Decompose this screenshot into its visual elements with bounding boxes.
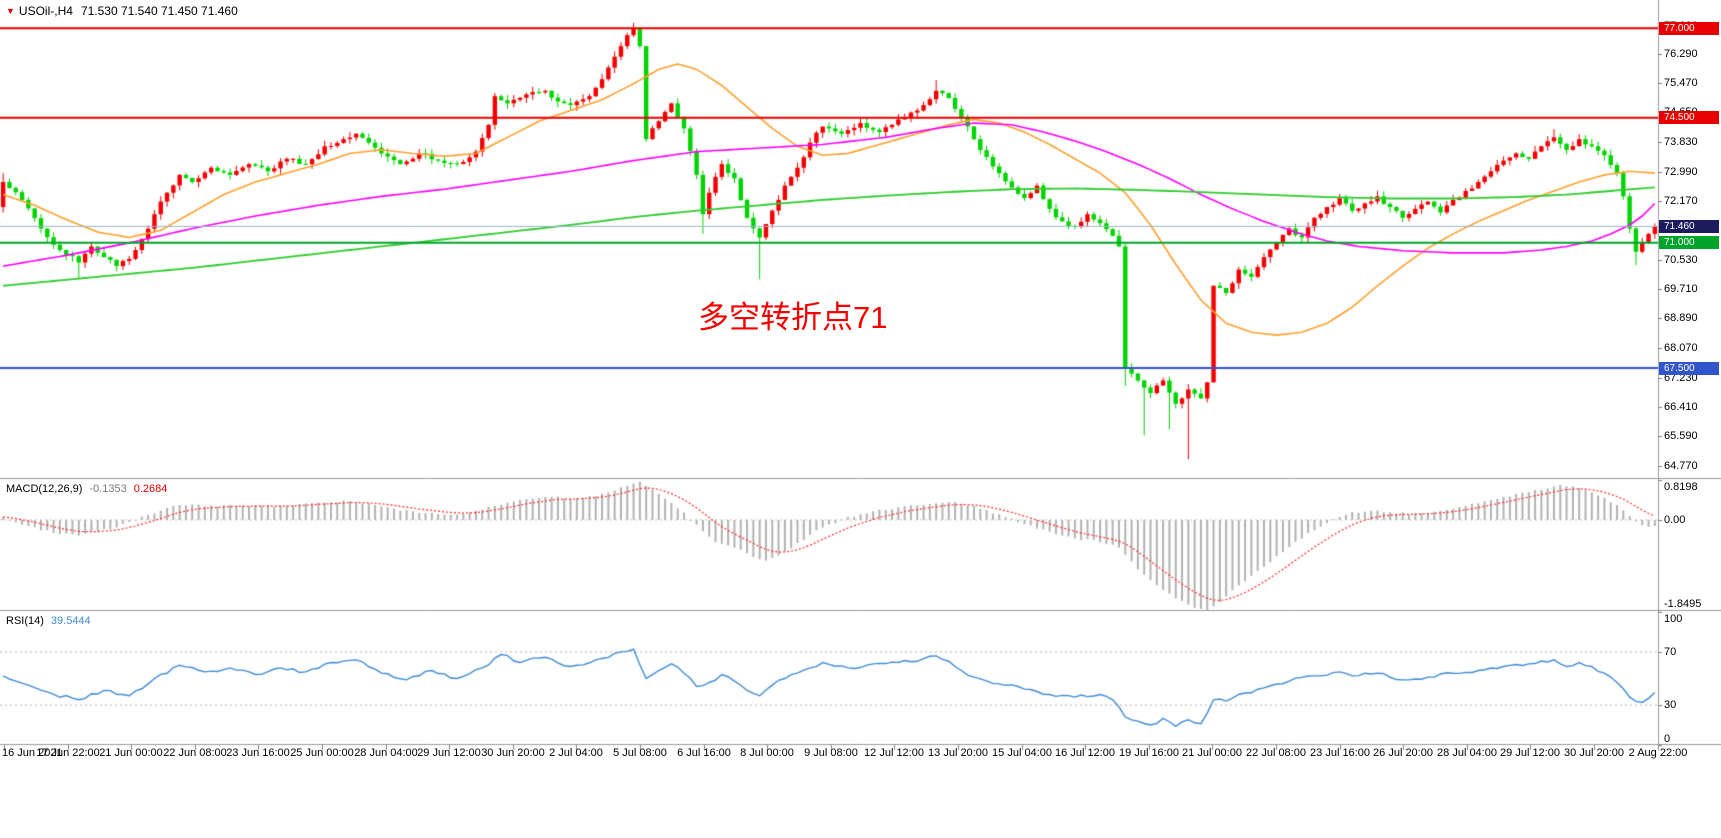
price-tag: 77.000: [1659, 22, 1719, 35]
time-label: 2 Aug 22:00: [1628, 747, 1688, 759]
time-label: 30 Jun 20:00: [481, 747, 545, 759]
time-label: 23 Jul 16:00: [1310, 747, 1370, 759]
ohlc-values: 71.530 71.540 71.450 71.460: [80, 4, 238, 18]
time-label: 6 Jul 16:00: [677, 747, 731, 759]
rsi-name: RSI(14): [6, 615, 44, 627]
time-label: 16 Jul 12:00: [1055, 747, 1115, 759]
price-tag: 74.500: [1659, 111, 1719, 124]
price-tick-label: 68.070: [1664, 341, 1698, 354]
price-tick-label: 69.710: [1664, 282, 1698, 295]
macd-name: MACD(12,26,9): [6, 483, 83, 495]
time-label: 25 Jun 00:00: [290, 747, 354, 759]
macd-tick-label: -1.8495: [1664, 598, 1702, 610]
time-label: 19 Jul 16:00: [1119, 747, 1179, 759]
time-label: 26 Jul 20:00: [1373, 747, 1433, 759]
price-tick-label: 73.830: [1664, 135, 1698, 148]
price-tick-label: 64.770: [1664, 459, 1698, 472]
time-label: 13 Jul 20:00: [928, 747, 988, 759]
time-label: 22 Jul 08:00: [1246, 747, 1306, 759]
rsi-indicator-label: RSI(14) 39.5444: [6, 615, 91, 627]
rsi-value: 39.5444: [50, 615, 91, 627]
time-label: 21 Jun 00:00: [99, 747, 163, 759]
time-label: 2 Jul 04:00: [549, 747, 603, 759]
rsi-tick-label: 0: [1664, 733, 1671, 745]
price-tick-label: 65.590: [1664, 430, 1698, 443]
price-tag: 67.500: [1659, 362, 1719, 375]
time-label: 23 Jun 16:00: [226, 747, 290, 759]
time-label: 12 Jul 12:00: [864, 747, 924, 759]
price-tick-label: 70.530: [1664, 253, 1698, 266]
price-tag: 71.460: [1659, 220, 1719, 233]
chart-annotation-text[interactable]: 多空转折点71: [698, 300, 888, 335]
time-label: 22 Jun 08:00: [163, 747, 227, 759]
time-label: 16 Jun 2021: [2, 747, 63, 759]
time-label: 29 Jul 12:00: [1500, 747, 1560, 759]
time-label: 15 Jul 04:00: [992, 747, 1052, 759]
rsi-tick-label: 30: [1664, 699, 1677, 712]
macd-indicator-label: MACD(12,26,9) -0.1353 0.2684: [6, 483, 167, 495]
price-tick-label: 68.890: [1664, 312, 1698, 325]
price-tick-label: 72.990: [1664, 165, 1698, 178]
macd-main-value: -0.1353: [89, 483, 127, 495]
macd-tick-label: 0.00: [1664, 513, 1686, 526]
time-label: 28 Jul 04:00: [1437, 747, 1497, 759]
time-label: 28 Jun 04:00: [354, 747, 418, 759]
chart-header: ▼ USOil-,H4 71.530 71.540 71.450 71.460: [6, 4, 238, 18]
symbol-marker-icon: ▼: [6, 6, 15, 16]
time-label: 21 Jul 00:00: [1182, 747, 1242, 759]
time-label: 30 Jul 20:00: [1564, 747, 1624, 759]
time-label: 5 Jul 08:00: [613, 747, 667, 759]
price-tick-label: 75.470: [1664, 76, 1698, 89]
macd-signal-value: 0.2684: [133, 483, 168, 495]
rsi-tick-label: 100: [1664, 613, 1683, 625]
time-label: 17 Jun 22:00: [36, 747, 100, 759]
macd-tick-label: 0.8198: [1664, 481, 1698, 493]
rsi-tick-label: 70: [1664, 645, 1677, 658]
symbol-period-label: USOil-,H4: [18, 4, 73, 18]
price-tag: 71.000: [1659, 236, 1719, 249]
price-tick-label: 72.170: [1664, 194, 1698, 207]
time-label: 9 Jul 08:00: [804, 747, 858, 759]
price-tick-label: 76.290: [1664, 47, 1698, 60]
time-label: 29 Jun 12:00: [417, 747, 481, 759]
price-tick-label: 66.410: [1664, 401, 1698, 413]
time-label: 8 Jul 00:00: [740, 747, 794, 759]
